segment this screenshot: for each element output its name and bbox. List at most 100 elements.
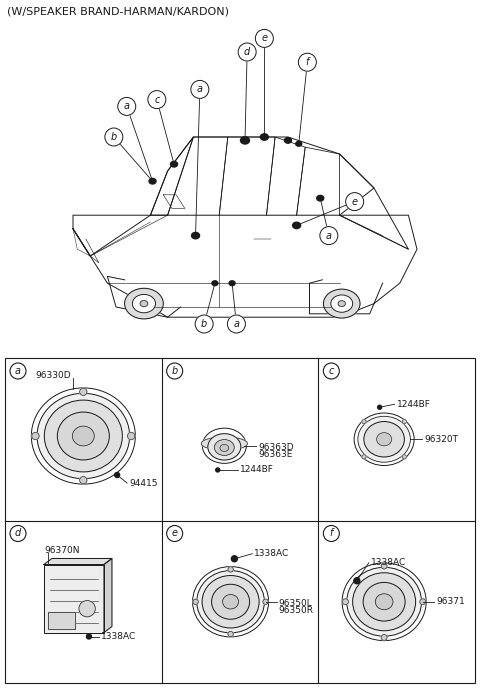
Ellipse shape [125, 288, 163, 319]
Ellipse shape [140, 301, 148, 307]
Ellipse shape [338, 301, 346, 306]
Circle shape [228, 567, 233, 572]
Ellipse shape [293, 222, 300, 228]
Text: 96330D: 96330D [36, 371, 71, 380]
Text: (W/SPEAKER BRAND-HARMAN/KARDON): (W/SPEAKER BRAND-HARMAN/KARDON) [7, 7, 229, 17]
Circle shape [420, 599, 426, 605]
Text: e: e [352, 197, 358, 206]
Circle shape [354, 578, 360, 583]
Ellipse shape [354, 413, 414, 466]
Bar [44, 564, 104, 632]
Circle shape [10, 363, 26, 379]
Ellipse shape [72, 426, 94, 446]
Ellipse shape [44, 400, 122, 472]
Ellipse shape [353, 573, 416, 631]
Circle shape [86, 634, 91, 639]
Ellipse shape [37, 394, 130, 479]
Bar [44, 564, 104, 632]
Text: b: b [111, 132, 117, 142]
Circle shape [118, 98, 136, 116]
Text: 96363E: 96363E [258, 450, 293, 460]
Ellipse shape [363, 583, 405, 621]
Circle shape [10, 526, 26, 541]
Ellipse shape [296, 142, 302, 146]
Circle shape [105, 128, 123, 146]
Ellipse shape [31, 388, 135, 484]
Polygon shape [104, 559, 112, 632]
Text: e: e [261, 34, 267, 43]
Text: b: b [171, 366, 178, 376]
Circle shape [324, 526, 339, 541]
Ellipse shape [170, 162, 178, 167]
Circle shape [343, 599, 348, 605]
Circle shape [148, 91, 166, 109]
Ellipse shape [331, 295, 353, 312]
Ellipse shape [208, 433, 241, 460]
Circle shape [378, 405, 382, 409]
Text: c: c [329, 366, 334, 376]
Text: d: d [15, 528, 21, 539]
Ellipse shape [375, 594, 393, 610]
Circle shape [79, 601, 96, 617]
Circle shape [128, 432, 135, 440]
Ellipse shape [285, 138, 291, 143]
Text: a: a [197, 85, 203, 94]
Circle shape [263, 599, 268, 605]
Text: 96363D: 96363D [258, 443, 294, 452]
Ellipse shape [212, 281, 218, 286]
Text: e: e [172, 528, 178, 539]
Bar [5, 358, 475, 683]
Circle shape [402, 455, 407, 459]
Ellipse shape [223, 594, 239, 609]
Text: d: d [244, 47, 250, 57]
Ellipse shape [149, 178, 156, 184]
Ellipse shape [57, 412, 109, 460]
Circle shape [346, 193, 364, 211]
Ellipse shape [317, 195, 324, 201]
Ellipse shape [358, 416, 410, 462]
Text: b: b [201, 319, 207, 329]
Ellipse shape [197, 570, 264, 633]
Circle shape [191, 80, 209, 98]
Circle shape [167, 363, 183, 379]
Text: a: a [15, 366, 21, 376]
Circle shape [32, 432, 39, 440]
Circle shape [299, 53, 316, 71]
Circle shape [228, 315, 245, 333]
Text: f: f [330, 528, 333, 539]
Circle shape [381, 563, 387, 569]
Polygon shape [73, 215, 417, 317]
Text: 94415: 94415 [129, 480, 157, 488]
Ellipse shape [342, 563, 426, 641]
Text: a: a [326, 230, 332, 241]
Ellipse shape [229, 281, 235, 286]
Circle shape [115, 473, 120, 477]
Text: 96350R: 96350R [278, 606, 313, 615]
Text: 1244BF: 1244BF [240, 466, 274, 475]
Circle shape [193, 599, 198, 605]
Circle shape [167, 526, 183, 541]
Text: 96320T: 96320T [424, 435, 458, 444]
Polygon shape [150, 137, 374, 215]
Circle shape [216, 468, 220, 472]
Ellipse shape [377, 433, 392, 446]
Bar [48, 612, 75, 629]
Circle shape [362, 455, 366, 459]
Circle shape [255, 30, 273, 47]
Ellipse shape [192, 567, 269, 637]
Ellipse shape [220, 444, 229, 451]
Text: a: a [233, 319, 240, 329]
Circle shape [238, 43, 256, 61]
Ellipse shape [192, 233, 200, 239]
Circle shape [80, 477, 87, 484]
Bar [48, 612, 75, 629]
Ellipse shape [347, 568, 421, 636]
Text: 96350L: 96350L [278, 599, 312, 608]
Circle shape [231, 556, 238, 561]
Circle shape [228, 632, 233, 636]
Circle shape [195, 315, 213, 333]
Circle shape [362, 420, 366, 424]
Circle shape [402, 420, 407, 424]
Text: 1244BF: 1244BF [396, 400, 431, 409]
Circle shape [324, 363, 339, 379]
